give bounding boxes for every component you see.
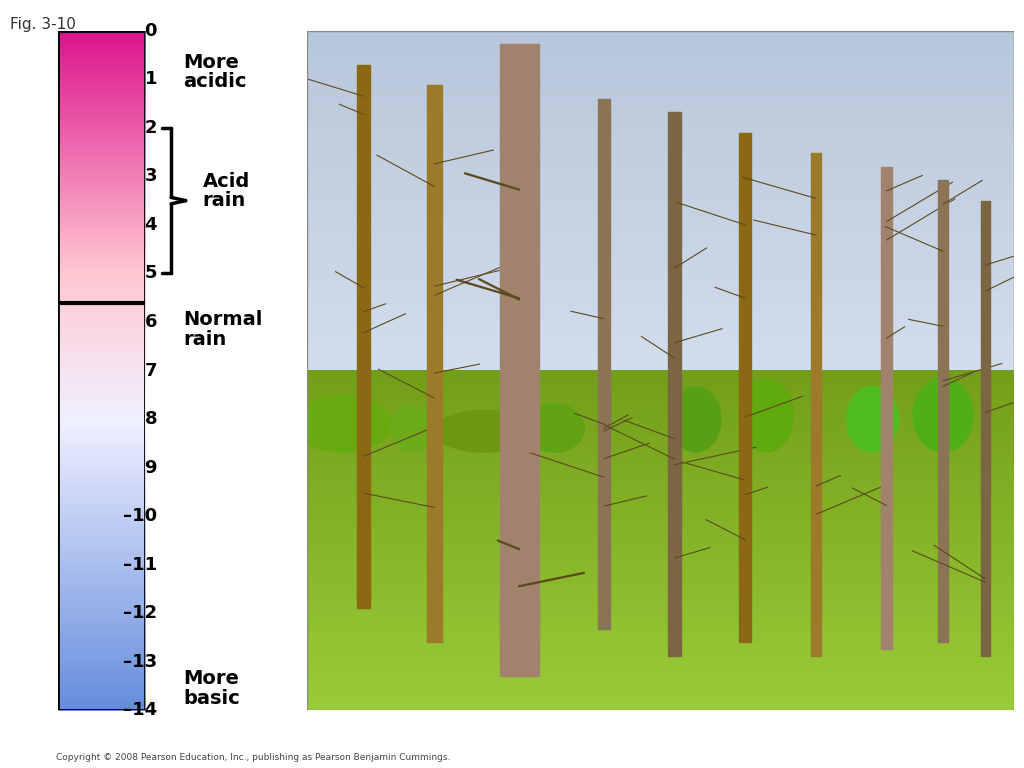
Text: –13: –13 <box>123 653 157 671</box>
Text: –14: –14 <box>123 701 157 720</box>
Text: 0: 0 <box>144 22 157 40</box>
FancyArrow shape <box>938 180 948 642</box>
FancyArrow shape <box>811 153 821 656</box>
Text: More
acidic: More acidic <box>183 52 247 91</box>
Text: 1: 1 <box>144 70 157 88</box>
FancyArrow shape <box>427 85 442 642</box>
Text: 7: 7 <box>144 362 157 379</box>
Ellipse shape <box>913 379 973 452</box>
Text: 4: 4 <box>144 216 157 234</box>
Text: 8: 8 <box>144 410 157 428</box>
Text: 2: 2 <box>144 119 157 137</box>
Ellipse shape <box>524 404 585 452</box>
FancyArrow shape <box>500 45 539 677</box>
FancyArrow shape <box>357 65 370 608</box>
Text: Copyright © 2008 Pearson Education, Inc., publishing as Pearson Benjamin Cumming: Copyright © 2008 Pearson Education, Inc.… <box>56 753 451 762</box>
Text: –10: –10 <box>123 507 157 525</box>
FancyArrow shape <box>881 167 892 649</box>
Text: Acid
rain: Acid rain <box>203 171 250 210</box>
FancyArrow shape <box>981 200 990 656</box>
FancyArrow shape <box>739 133 752 642</box>
Text: 9: 9 <box>144 458 157 477</box>
Ellipse shape <box>390 405 436 452</box>
Text: 3: 3 <box>144 167 157 185</box>
Ellipse shape <box>295 396 390 452</box>
FancyArrow shape <box>598 99 609 629</box>
Ellipse shape <box>435 411 532 452</box>
Text: Normal
rain: Normal rain <box>183 310 263 349</box>
Text: Fig. 3-10: Fig. 3-10 <box>10 17 76 32</box>
Text: –12: –12 <box>123 604 157 622</box>
Text: –11: –11 <box>123 556 157 574</box>
Ellipse shape <box>739 379 794 452</box>
Text: 5: 5 <box>144 264 157 283</box>
Text: More
basic: More basic <box>183 669 241 708</box>
Text: 6: 6 <box>144 313 157 331</box>
Ellipse shape <box>847 386 898 452</box>
FancyArrow shape <box>668 112 681 656</box>
Ellipse shape <box>671 386 721 452</box>
